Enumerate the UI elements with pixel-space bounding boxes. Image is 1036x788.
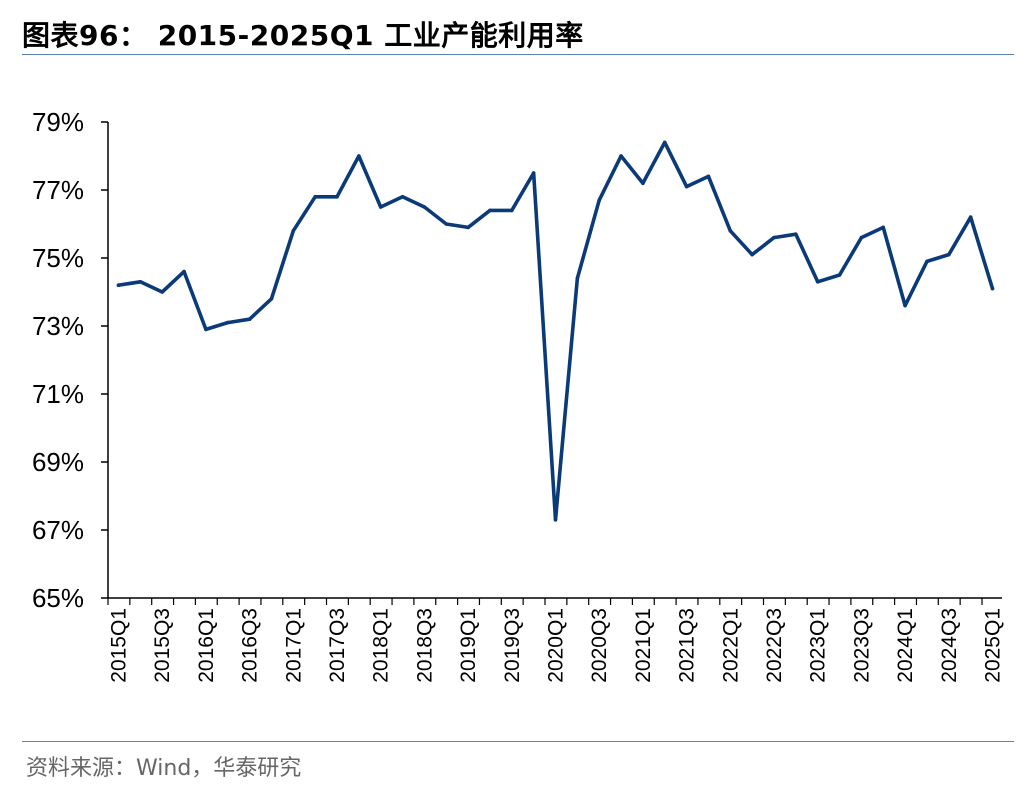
source-note: 资料来源：Wind，华泰研究 <box>26 756 302 781</box>
data-point <box>553 518 558 522</box>
data-point <box>903 303 907 308</box>
x-tick-label: 2019Q3 <box>501 608 524 683</box>
x-tick-label: 2016Q3 <box>239 608 262 683</box>
y-tick-label: 67% <box>32 515 84 545</box>
data-point <box>881 225 886 230</box>
data-point <box>968 215 973 219</box>
x-tick-label: 2024Q3 <box>938 608 961 683</box>
data-point <box>772 235 776 240</box>
data-point <box>225 320 230 325</box>
y-axis-ticks: 65% 67% 69% 71% 73% 75% 77% 79% <box>32 107 108 613</box>
x-tick-label: 2017Q1 <box>282 608 305 683</box>
data-point <box>182 269 186 274</box>
data-point <box>794 232 798 236</box>
data-point <box>488 208 492 213</box>
x-tick-label: 2017Q3 <box>326 608 349 683</box>
data-point <box>138 280 143 284</box>
data-point <box>378 205 383 209</box>
data-point <box>750 252 754 257</box>
data-point <box>313 195 317 199</box>
data-point <box>815 280 820 284</box>
data-point <box>247 317 252 322</box>
y-tick-label: 79% <box>32 107 84 137</box>
x-tick-label: 2023Q1 <box>807 608 830 683</box>
title-divider <box>22 54 1014 55</box>
data-point <box>597 198 601 202</box>
x-tick-label: 2020Q1 <box>545 608 568 683</box>
x-tick-label: 2020Q3 <box>588 608 611 683</box>
data-point <box>619 154 623 158</box>
data-point <box>357 154 361 158</box>
y-tick-label: 77% <box>32 175 84 205</box>
data-point <box>510 208 514 213</box>
x-tick-label: 2018Q1 <box>370 608 393 683</box>
data-point <box>990 286 995 291</box>
data-point <box>859 235 864 240</box>
data-point <box>531 171 536 175</box>
x-tick-label: 2016Q1 <box>195 608 218 683</box>
series-line <box>116 140 995 522</box>
y-tick-label: 65% <box>32 583 84 613</box>
x-tick-label: 2015Q3 <box>151 608 174 683</box>
x-axis-ticks: 2015Q1 2015Q3 2016Q1 2016Q3 2017Q1 2017Q3 2018… <box>107 598 1005 683</box>
data-point <box>662 140 667 145</box>
source-divider <box>22 741 1014 742</box>
data-point <box>204 327 208 332</box>
x-tick-label: 2019Q1 <box>457 608 480 683</box>
data-point <box>947 252 951 257</box>
x-tick-label: 2021Q1 <box>632 608 655 683</box>
series-layer <box>116 140 995 522</box>
data-point <box>728 229 733 233</box>
data-point <box>641 181 645 185</box>
line-chart: 65%67%69%71%73%75%77%79% 2015Q1 2015Q3 201… <box>32 107 1005 683</box>
data-point <box>269 297 274 301</box>
data-point <box>335 195 339 199</box>
data-point <box>422 205 427 209</box>
data-point <box>291 229 296 233</box>
y-tick-label: 71% <box>32 379 84 409</box>
data-point <box>466 225 470 230</box>
data-point <box>116 283 121 288</box>
data-point <box>400 195 405 199</box>
x-tick-label: 2022Q3 <box>763 608 786 683</box>
x-tick-label: 2018Q3 <box>413 608 436 683</box>
x-tick-label: 2025Q1 <box>982 608 1005 683</box>
chart-title: 图表96： 2015-2025Q1 工业产能利用率 <box>22 19 584 52</box>
data-point <box>837 273 842 277</box>
x-tick-label: 2024Q1 <box>894 608 917 683</box>
data-point <box>444 222 449 226</box>
y-tick-label: 73% <box>32 311 84 341</box>
x-tick-label: 2023Q3 <box>850 608 873 683</box>
x-tick-label: 2021Q3 <box>676 608 699 683</box>
y-tick-label: 69% <box>32 447 84 477</box>
x-tick-label: 2022Q1 <box>719 608 742 683</box>
y-tick-label: 75% <box>32 243 84 273</box>
x-tick-label: 2015Q1 <box>108 608 131 683</box>
data-point <box>575 276 580 281</box>
data-point <box>925 259 929 264</box>
data-point <box>684 184 689 189</box>
data-point <box>706 174 711 179</box>
chart-axes <box>107 122 1002 599</box>
data-point <box>160 290 164 294</box>
